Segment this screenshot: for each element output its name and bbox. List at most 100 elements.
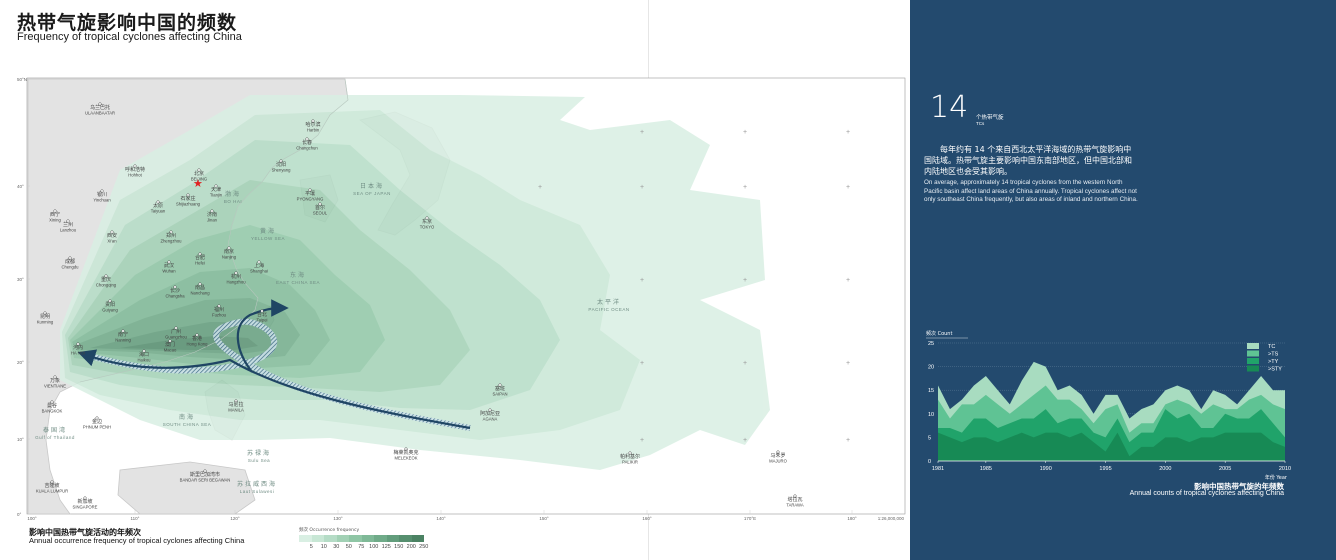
- svg-text:万象: 万象: [50, 377, 60, 384]
- lat-label: 40°: [17, 184, 24, 189]
- svg-text:+: +: [640, 437, 644, 444]
- svg-text:+: +: [743, 129, 747, 136]
- svg-text:+: +: [538, 184, 542, 191]
- svg-text:TOKYO: TOKYO: [420, 225, 435, 230]
- svg-text:SEOUL: SEOUL: [313, 211, 328, 216]
- lon-label: 170°E: [744, 516, 756, 521]
- legend-swatch: [349, 535, 362, 542]
- chart-legend-label: >TS: [1268, 352, 1279, 358]
- svg-text:PACIFIC OCEAN: PACIFIC OCEAN: [588, 307, 629, 312]
- legend-label: 200: [406, 544, 416, 550]
- lon-label: 110°: [131, 516, 140, 521]
- svg-text:PHNUM PENH: PHNUM PENH: [83, 425, 111, 430]
- y-tick-label: 20: [928, 365, 934, 371]
- svg-text:MANILA: MANILA: [228, 408, 244, 413]
- svg-text:阿加尼亚: 阿加尼亚: [480, 410, 500, 417]
- svg-text:河内: 河内: [73, 344, 83, 351]
- borneo-landmass: [117, 461, 256, 515]
- stat-value: 14: [930, 90, 969, 125]
- svg-text:Shijiazhuang: Shijiazhuang: [176, 202, 201, 207]
- svg-text:EAST CHINA SEA: EAST CHINA SEA: [276, 280, 320, 285]
- svg-text:Hohhot: Hohhot: [128, 173, 142, 178]
- svg-text:Lanzhou: Lanzhou: [60, 228, 77, 233]
- svg-text:+: +: [743, 437, 747, 444]
- svg-text:郑州: 郑州: [166, 232, 176, 239]
- legend-label: 5: [309, 544, 313, 550]
- svg-text:+: +: [640, 360, 644, 367]
- svg-text:Yinchuan: Yinchuan: [93, 198, 111, 203]
- legend-labels: 5 10 30 50 75 100 125 150 200 250: [299, 544, 429, 550]
- svg-text:天津: 天津: [211, 186, 221, 193]
- svg-text:海口: 海口: [139, 351, 149, 358]
- legend-swatch: [374, 535, 387, 542]
- annual-count-chart: 0 5 10 15 20 25 1981 1985 1990 1995 2000 2005 2010 频次…: [926, 330, 1291, 481]
- svg-text:BO HAI: BO HAI: [224, 199, 242, 204]
- svg-text:Zhengzhou: Zhengzhou: [161, 239, 183, 244]
- lat-label: 20°: [17, 360, 24, 365]
- svg-text:长春: 长春: [302, 139, 312, 146]
- x-tick-label: 2005: [1219, 466, 1231, 472]
- svg-text:合肥: 合肥: [195, 254, 205, 261]
- legend-label: 125: [381, 544, 391, 550]
- svg-text:Xi'an: Xi'an: [107, 239, 117, 244]
- svg-text:Nanning: Nanning: [115, 338, 131, 343]
- svg-text:Guiyang: Guiyang: [102, 308, 118, 313]
- y-axis-label: 频次 Count: [926, 330, 952, 337]
- svg-text:+: +: [846, 277, 850, 284]
- svg-text:Laut Sulawesi: Laut Sulawesi: [240, 489, 275, 494]
- coastline: [79, 78, 349, 383]
- svg-text:西宁: 西宁: [50, 211, 60, 218]
- svg-text:+: +: [640, 184, 644, 191]
- y-tick-label: 5: [928, 435, 931, 441]
- svg-text:Sulu Sea: Sulu Sea: [248, 458, 270, 463]
- svg-text:兰州: 兰州: [63, 221, 73, 228]
- lon-label: 150°: [539, 516, 549, 521]
- lat-label: 50°N: [17, 77, 27, 82]
- page-subtitle: Frequency of tropical cyclones affecting…: [17, 31, 242, 43]
- svg-text:南海: 南海: [179, 413, 195, 421]
- legend-swatch: [411, 535, 424, 542]
- x-axis-label: 年份 Year: [1265, 474, 1288, 481]
- svg-text:Changsha: Changsha: [165, 294, 185, 299]
- svg-text:Gulf of Thailand: Gulf of Thailand: [35, 435, 75, 440]
- legend-title: 频次 Occurrence frequency: [299, 528, 360, 533]
- legend-label: 75: [358, 544, 365, 550]
- x-tick-label: 1990: [1040, 466, 1052, 472]
- svg-text:帕利基尔: 帕利基尔: [620, 453, 640, 460]
- legend-label: 250: [419, 544, 429, 550]
- y-tick-label: 25: [928, 341, 934, 347]
- chart-legend-swatch: [1247, 343, 1259, 349]
- svg-text:济南: 济南: [207, 211, 217, 218]
- svg-text:北京: 北京: [194, 170, 204, 177]
- map-caption-en: Annual occurrence frequency of tropical …: [29, 536, 245, 545]
- svg-text:贵阳: 贵阳: [105, 301, 115, 308]
- svg-text:斯里巴加湾市: 斯里巴加湾市: [190, 471, 220, 478]
- svg-text:BANGKOK: BANGKOK: [42, 409, 63, 414]
- svg-text:HA NOI: HA NOI: [71, 351, 85, 356]
- svg-text:马朱罗: 马朱罗: [770, 452, 785, 459]
- svg-text:南昌: 南昌: [195, 284, 205, 291]
- lat-label: 10°: [17, 437, 24, 442]
- x-tick-label: 1985: [980, 466, 992, 472]
- svg-text:Changchun: Changchun: [296, 146, 318, 151]
- svg-text:Nanchang: Nanchang: [190, 291, 210, 296]
